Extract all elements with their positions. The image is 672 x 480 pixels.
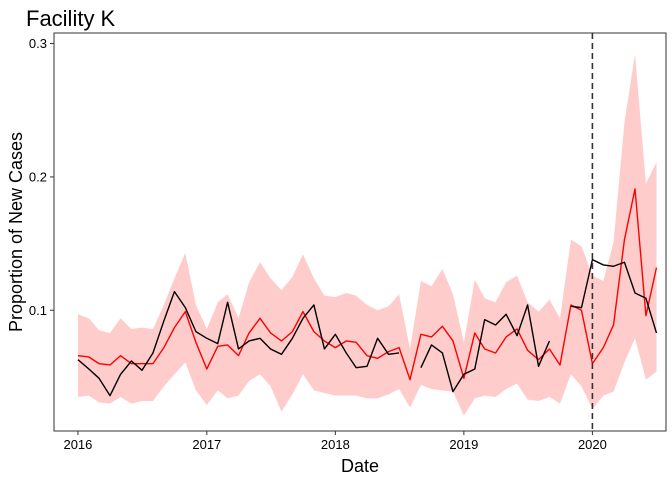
chart-title: Facility K	[26, 6, 116, 31]
observed-line	[77, 258, 658, 397]
x-tick-label: 2018	[321, 437, 350, 452]
x-tick-label: 2017	[192, 437, 221, 452]
y-axis-title: Proportion of New Cases	[6, 132, 26, 332]
x-tick-label: 2016	[63, 437, 92, 452]
predicted-line	[77, 188, 658, 381]
x-tick-label: 2019	[449, 437, 478, 452]
interval-band	[77, 54, 657, 416]
y-tick-label: 0.3	[29, 36, 47, 51]
y-tick-label: 0.1	[29, 303, 47, 318]
y-tick-label: 0.2	[29, 169, 47, 184]
axes: 2016 2017 2018 2019 2020 0.1 0.2 0.3	[29, 36, 607, 452]
plot-area	[77, 33, 658, 431]
x-tick-label: 2020	[578, 437, 607, 452]
plot-panel-border	[53, 32, 667, 432]
x-axis-title: Date	[341, 456, 379, 476]
